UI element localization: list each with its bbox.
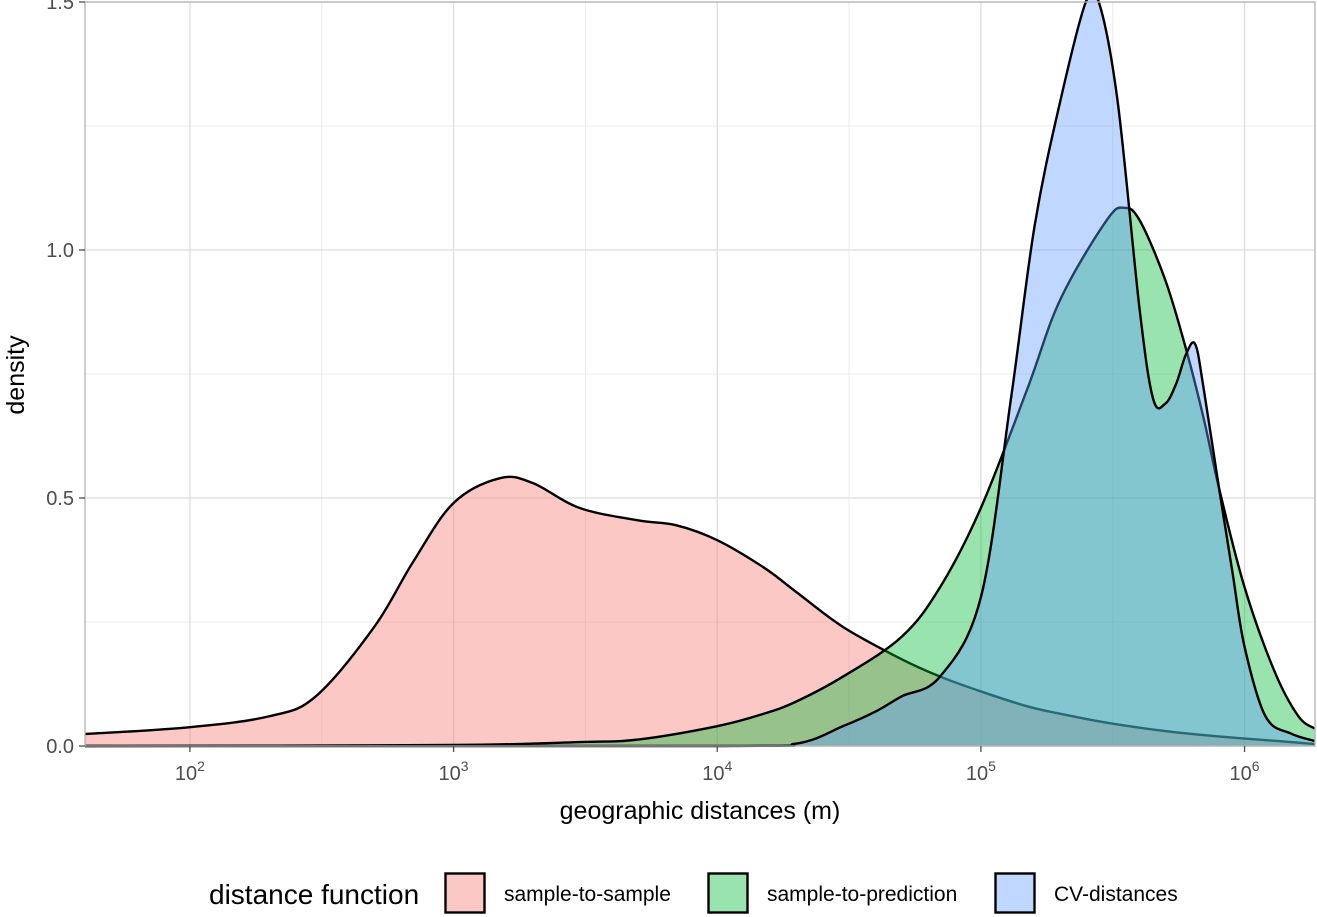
legend-item: CV-distances — [994, 872, 1178, 914]
y-tick-label: 0.5 — [46, 488, 74, 510]
density-area-3 — [85, 0, 1315, 747]
y-tick-label: 1.5 — [46, 0, 74, 14]
legend-key-background — [707, 872, 749, 914]
density-outline-3 — [85, 0, 1316, 748]
legend-key-swatch — [707, 872, 749, 914]
y-axis-title: density — [2, 335, 30, 415]
x-tick-label: 102 — [175, 758, 205, 785]
legend-label: CV-distances — [1054, 883, 1178, 906]
x-tick-label: 103 — [439, 758, 469, 785]
x-tick-label: 104 — [702, 758, 732, 785]
x-tick-label: 106 — [1230, 758, 1260, 785]
legend-title: distance function — [209, 879, 419, 910]
legend-key-background — [994, 872, 1036, 914]
legend-item: sample-to-prediction — [707, 872, 957, 914]
y-axis-ticks: 0.0 0.5 1.0 1.5 — [46, 0, 85, 758]
panel-border — [84, 1, 1316, 747]
x-axis-title: geographic distances (m) — [560, 797, 841, 825]
x-tick-label: 105 — [966, 758, 996, 785]
legend: distance function sample-to-sample sample… — [209, 872, 1178, 914]
legend-key-background — [444, 872, 486, 914]
density-area-1 — [85, 476, 1315, 746]
legend-label: sample-to-prediction — [767, 883, 957, 906]
density-area-2 — [85, 207, 1315, 746]
legend-item: sample-to-sample — [444, 872, 671, 914]
legend-key-swatch — [444, 872, 486, 914]
legend-label: sample-to-sample — [504, 883, 671, 906]
y-tick-label: 1.0 — [46, 240, 74, 262]
x-axis-ticks: 102 103 104 105 106 — [175, 746, 1260, 785]
density-areas — [84, 0, 1316, 748]
legend-key-swatch — [994, 872, 1036, 914]
y-tick-label: 0.0 — [46, 736, 74, 758]
density-outline-1 — [84, 475, 1316, 746]
plot-panel-border — [84, 1, 1316, 747]
